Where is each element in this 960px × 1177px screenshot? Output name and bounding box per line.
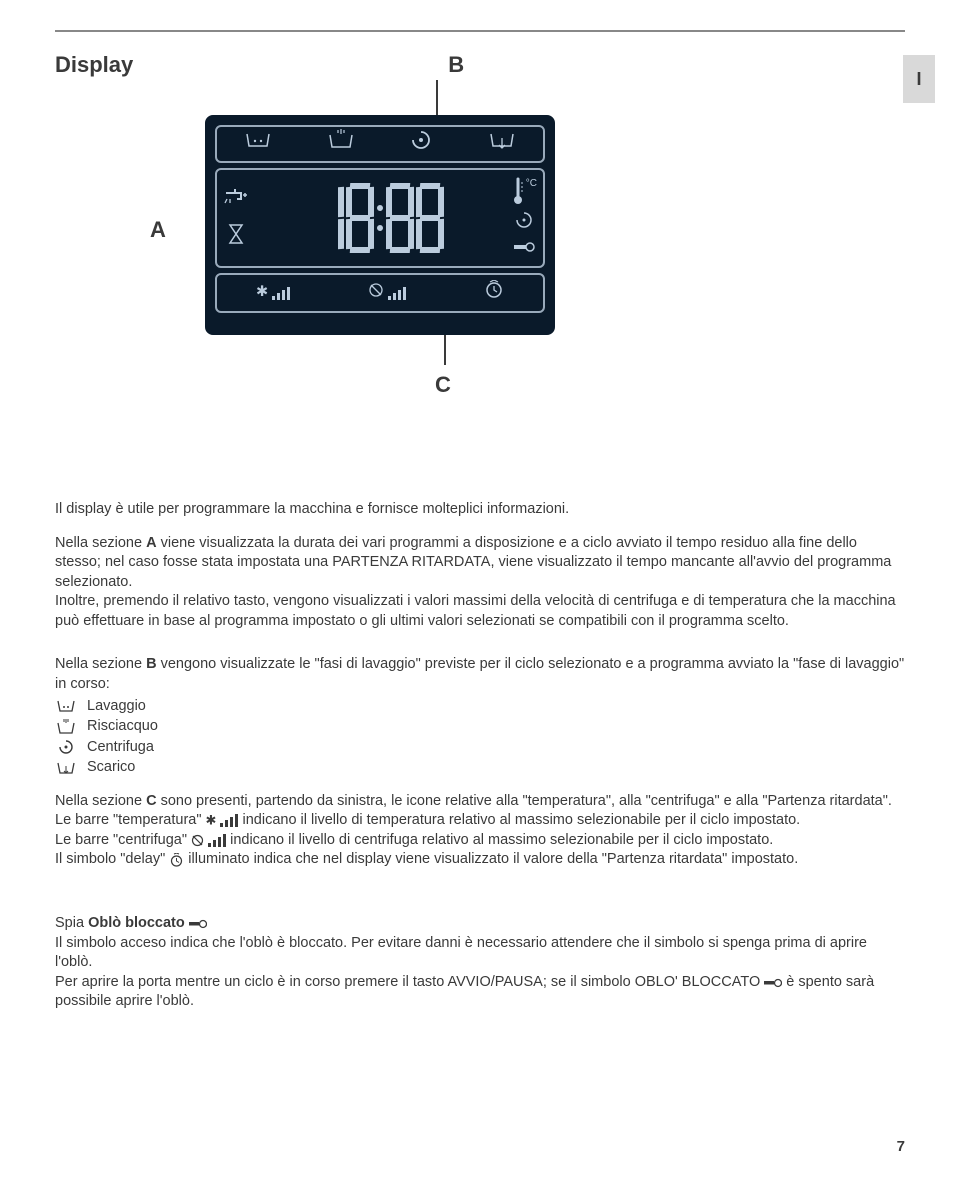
text: Le barre "temperatura" bbox=[55, 812, 206, 828]
spin-icon bbox=[410, 129, 432, 159]
delay-icon bbox=[169, 852, 184, 867]
lcd-display: °C ✱ bbox=[205, 115, 555, 335]
phase-label: Scarico bbox=[87, 758, 135, 778]
page-title: Display bbox=[55, 50, 133, 80]
text: Nella sezione bbox=[55, 656, 146, 672]
wash-icon bbox=[245, 130, 271, 158]
phase-label: Risciacquo bbox=[87, 717, 158, 737]
lock-icon bbox=[189, 915, 207, 930]
text: illuminato indica che nel display viene … bbox=[184, 851, 798, 867]
lcd-section-a: °C bbox=[215, 168, 545, 268]
spin-small-icon bbox=[515, 211, 533, 234]
text: sono presenti, partendo da sinistra, le … bbox=[157, 793, 892, 809]
text: indicano il livello di centrifuga relati… bbox=[226, 832, 773, 848]
phase-label: Lavaggio bbox=[87, 697, 146, 717]
temp-bars-group: ✱ bbox=[256, 283, 290, 303]
tap-icon bbox=[223, 185, 249, 215]
phase-spin: Centrifuga bbox=[55, 738, 905, 758]
spin-icon bbox=[55, 739, 77, 755]
text: Per aprire la porta mentre un ciclo è in… bbox=[55, 974, 764, 990]
section-a-paragraph: Nella sezione A viene visualizzata la du… bbox=[55, 534, 905, 632]
lcd-section-c: ✱ bbox=[215, 273, 545, 313]
bold-c: C bbox=[146, 793, 156, 809]
lock-icon bbox=[764, 974, 782, 989]
temp-bars-inline bbox=[220, 814, 238, 827]
section-c-paragraph: Nella sezione C sono presenti, partendo … bbox=[55, 792, 905, 870]
callout-line-c bbox=[444, 335, 446, 365]
snowflake-icon: ✱ bbox=[256, 283, 268, 303]
snowflake-icon: ✱ bbox=[206, 813, 217, 828]
section-b-paragraph: Nella sezione B vengono visualizzate le … bbox=[55, 655, 905, 694]
text: Spia bbox=[55, 915, 88, 931]
header-row: Display B bbox=[55, 50, 905, 80]
intro-paragraph: Il display è utile per programmare la ma… bbox=[55, 500, 905, 520]
text: Il simbolo acceso indica che l'oblò è bl… bbox=[55, 935, 867, 971]
nospin-icon bbox=[191, 832, 204, 847]
callout-label-a: A bbox=[150, 215, 166, 245]
phase-label: Centrifuga bbox=[87, 738, 154, 758]
drain-icon bbox=[489, 130, 515, 158]
oblo-bold: Oblò bloccato bbox=[88, 915, 185, 931]
bold-b: B bbox=[146, 656, 156, 672]
callout-line-b bbox=[436, 80, 438, 115]
phase-rinse: Risciacquo bbox=[55, 717, 905, 737]
nospin-icon bbox=[368, 282, 384, 305]
text: Il simbolo "delay" bbox=[55, 851, 169, 867]
text: indicano il livello di temperatura relat… bbox=[238, 812, 800, 828]
spin-bars-group bbox=[368, 282, 406, 305]
page-number: 7 bbox=[897, 1137, 905, 1157]
body-text: Il display è utile per programmare la ma… bbox=[55, 500, 905, 1026]
callout-label-c: C bbox=[435, 370, 451, 400]
top-rule bbox=[55, 30, 905, 32]
time-digits bbox=[249, 183, 512, 253]
phase-list: Lavaggio Risciacquo Centrifuga Scarico bbox=[55, 697, 905, 778]
phase-drain: Scarico bbox=[55, 758, 905, 778]
text: Nella sezione bbox=[55, 535, 146, 551]
hourglass-icon bbox=[227, 223, 245, 251]
delay-icon bbox=[484, 280, 504, 307]
lcd-section-b bbox=[215, 125, 545, 163]
bold-a: A bbox=[146, 535, 156, 551]
phase-wash: Lavaggio bbox=[55, 697, 905, 717]
text: Le barre "centrifuga" bbox=[55, 832, 191, 848]
text: Nella sezione bbox=[55, 793, 146, 809]
lcd-left-icons bbox=[223, 185, 249, 252]
wash-icon bbox=[55, 699, 77, 713]
thermometer-icon: °C bbox=[512, 177, 537, 205]
rinse-icon bbox=[55, 719, 77, 735]
rinse-icon bbox=[328, 129, 354, 159]
drain-icon bbox=[55, 761, 77, 775]
text: viene visualizzata la durata dei vari pr… bbox=[55, 535, 891, 590]
text: vengono visualizzate le "fasi di lavaggi… bbox=[55, 656, 904, 692]
oblo-paragraph: Spia Oblò bloccato Il simbolo acceso ind… bbox=[55, 914, 905, 1012]
text: Inoltre, premendo il relativo tasto, ven… bbox=[55, 593, 896, 629]
lock-icon bbox=[513, 240, 535, 259]
callout-label-b: B bbox=[448, 50, 464, 80]
spin-bars-inline bbox=[208, 834, 226, 847]
language-tab: I bbox=[903, 55, 935, 103]
lcd-right-icons: °C bbox=[512, 177, 537, 259]
